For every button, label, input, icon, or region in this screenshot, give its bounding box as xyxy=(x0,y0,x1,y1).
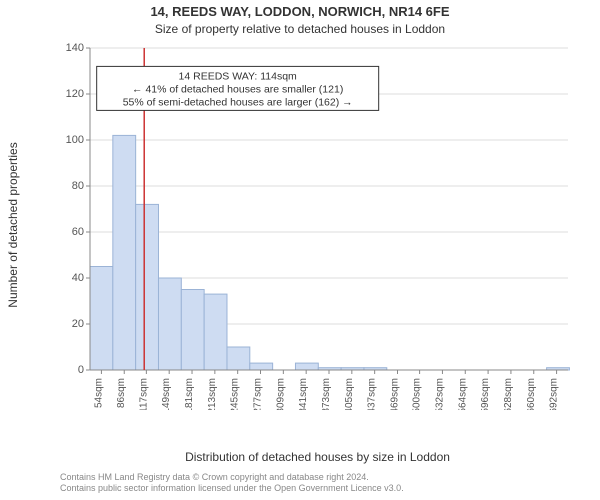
y-tick-label: 100 xyxy=(66,134,84,146)
x-tick-label: 117sqm xyxy=(138,378,149,410)
x-tick-label: 500sqm xyxy=(412,378,423,410)
histogram-bar xyxy=(158,278,181,370)
y-tick-label: 140 xyxy=(66,42,84,54)
page-title: 14, REEDS WAY, LODDON, NORWICH, NR14 6FE xyxy=(0,4,600,19)
y-tick-label: 60 xyxy=(72,226,84,238)
y-tick-label: 40 xyxy=(72,272,84,284)
histogram-bar xyxy=(250,363,273,370)
histogram-bar xyxy=(113,135,136,370)
chart-footer: Contains HM Land Registry data © Crown c… xyxy=(60,472,575,495)
x-axis-title: Distribution of detached houses by size … xyxy=(60,450,575,464)
x-tick-label: 86sqm xyxy=(116,378,127,408)
footer-line-1: Contains HM Land Registry data © Crown c… xyxy=(60,472,575,483)
x-tick-label: 309sqm xyxy=(275,378,286,410)
x-tick-label: 277sqm xyxy=(253,378,264,410)
x-tick-label: 660sqm xyxy=(526,378,537,410)
y-tick-label: 0 xyxy=(78,364,84,376)
x-tick-label: 437sqm xyxy=(367,378,378,410)
x-tick-label: 596sqm xyxy=(480,378,491,410)
x-tick-label: 373sqm xyxy=(321,378,332,410)
footer-line-2: Contains public sector information licen… xyxy=(60,483,575,494)
x-tick-label: 469sqm xyxy=(389,378,400,410)
y-tick-label: 20 xyxy=(72,318,84,330)
histogram-bar xyxy=(136,204,159,370)
histogram-bar xyxy=(181,290,204,371)
x-tick-label: 405sqm xyxy=(344,378,355,410)
x-tick-label: 692sqm xyxy=(549,378,560,410)
x-tick-label: 54sqm xyxy=(93,378,104,408)
histogram-bar xyxy=(227,347,250,370)
annotation-line: ← 41% of detached houses are smaller (12… xyxy=(132,83,343,95)
x-tick-label: 213sqm xyxy=(207,378,218,410)
y-axis-title: Number of detached properties xyxy=(6,40,22,410)
x-tick-label: 149sqm xyxy=(161,378,172,410)
x-tick-label: 628sqm xyxy=(503,378,514,410)
x-tick-label: 181sqm xyxy=(184,378,195,410)
annotation-line: 14 REEDS WAY: 114sqm xyxy=(179,70,298,82)
x-tick-label: 245sqm xyxy=(230,378,241,410)
y-tick-label: 120 xyxy=(66,88,84,100)
histogram-bar xyxy=(204,294,227,370)
x-tick-label: 341sqm xyxy=(298,378,309,410)
y-tick-label: 80 xyxy=(72,180,84,192)
histogram-bar xyxy=(90,267,113,371)
histogram-chart: 0 20 40 60 80 100 120 140 54sqm 86sqm 117sqm 149sqm… xyxy=(60,40,575,410)
x-tick-label: 532sqm xyxy=(434,378,445,410)
histogram-bar xyxy=(295,363,318,370)
page-subtitle: Size of property relative to detached ho… xyxy=(0,22,600,36)
x-tick-label: 564sqm xyxy=(457,378,468,410)
annotation-line: 55% of semi-detached houses are larger (… xyxy=(123,96,353,108)
